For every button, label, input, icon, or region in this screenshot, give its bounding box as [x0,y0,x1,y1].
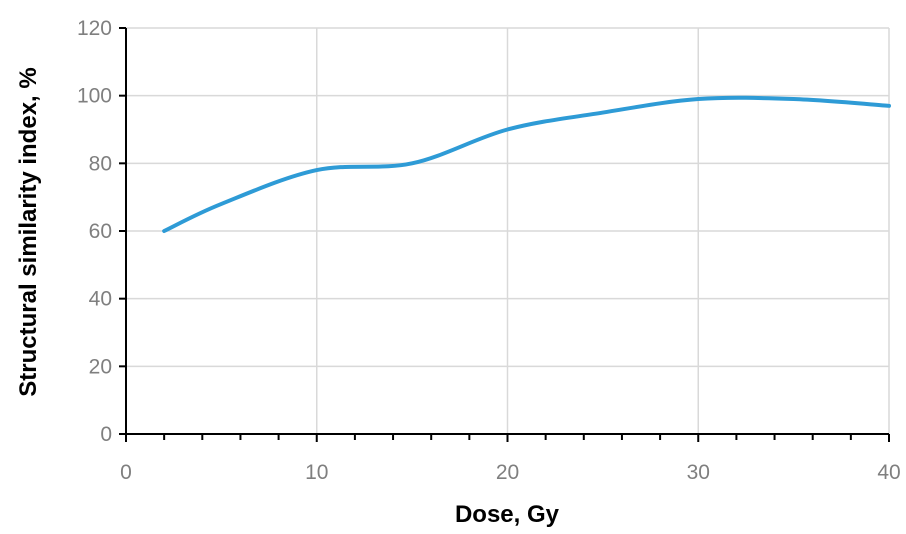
x-tick-label: 40 [877,461,900,484]
y-tick-label: 80 [89,152,112,175]
x-tick-label: 0 [120,461,132,484]
y-axis-title: Structural similarity index, % [15,67,42,396]
y-tick-label: 120 [77,17,112,40]
y-tick-label: 60 [89,220,112,243]
x-tick-label: 10 [305,461,328,484]
y-tick-label: 100 [77,85,112,108]
y-tick-label: 40 [89,288,112,311]
y-tick-label: 20 [89,355,112,378]
gridlines [126,27,890,434]
series-line [162,95,891,233]
x-tick-label: 20 [496,461,519,484]
tick-marks [119,27,890,442]
y-tick-labels: 0 20 40 60 80 100 120 [77,17,112,446]
series-layer [162,95,891,233]
x-axis-title: Dose, Gy [455,501,560,528]
x-tick-label: 30 [687,461,710,484]
y-tick-label: 0 [100,423,112,446]
x-tick-labels: 0 10 20 30 40 [120,461,901,484]
